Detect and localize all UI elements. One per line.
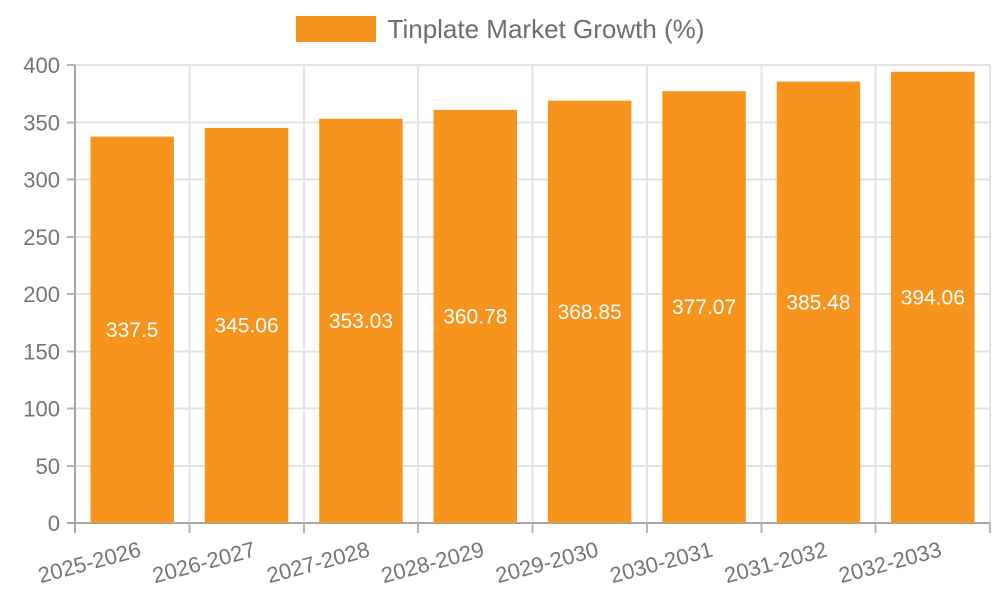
x-tick-label: 2029-2030 bbox=[493, 537, 601, 588]
x-tick-label: 2031-2032 bbox=[722, 537, 830, 588]
bar-value-label: 394.06 bbox=[901, 286, 965, 309]
legend-label: Tinplate Market Growth (%) bbox=[387, 14, 705, 44]
y-tick-label: 350 bbox=[23, 110, 60, 135]
x-tick-label: 2032-2033 bbox=[836, 537, 944, 588]
legend-item[interactable]: Tinplate Market Growth (%) bbox=[295, 14, 705, 44]
y-tick-label: 400 bbox=[23, 53, 60, 78]
y-tick-label: 50 bbox=[36, 454, 60, 479]
x-tick-label: 2025-2026 bbox=[35, 537, 143, 588]
legend-swatch-icon bbox=[295, 16, 376, 42]
bar-value-label: 377.07 bbox=[672, 296, 736, 319]
x-tick-label: 2030-2031 bbox=[607, 537, 715, 588]
y-tick-label: 100 bbox=[23, 397, 60, 422]
bar bbox=[891, 71, 975, 523]
bar bbox=[547, 100, 632, 523]
bar-value-label: 368.85 bbox=[558, 301, 622, 324]
bar bbox=[204, 127, 289, 523]
bar bbox=[319, 118, 403, 524]
y-tick-label: 300 bbox=[23, 168, 60, 193]
bar bbox=[433, 109, 518, 524]
y-tick-label: 150 bbox=[23, 339, 60, 364]
bar-value-label: 385.48 bbox=[786, 291, 850, 314]
bar-value-label: 345.06 bbox=[214, 314, 278, 337]
chart-legend: Tinplate Market Growth (%) bbox=[0, 16, 1000, 42]
y-tick-label: 0 bbox=[48, 511, 60, 536]
bar-value-label: 353.03 bbox=[329, 310, 393, 333]
bar-value-label: 337.5 bbox=[106, 319, 159, 342]
x-tick-label: 2027-2028 bbox=[264, 537, 372, 588]
x-tick-label: 2026-2027 bbox=[150, 537, 258, 588]
y-tick-label: 200 bbox=[23, 282, 60, 307]
bar bbox=[776, 81, 861, 523]
bar bbox=[90, 136, 174, 523]
bar bbox=[662, 91, 746, 523]
bar-value-label: 360.78 bbox=[443, 305, 507, 328]
y-tick-label: 250 bbox=[23, 225, 60, 250]
x-tick-label: 2028-2029 bbox=[379, 537, 487, 588]
